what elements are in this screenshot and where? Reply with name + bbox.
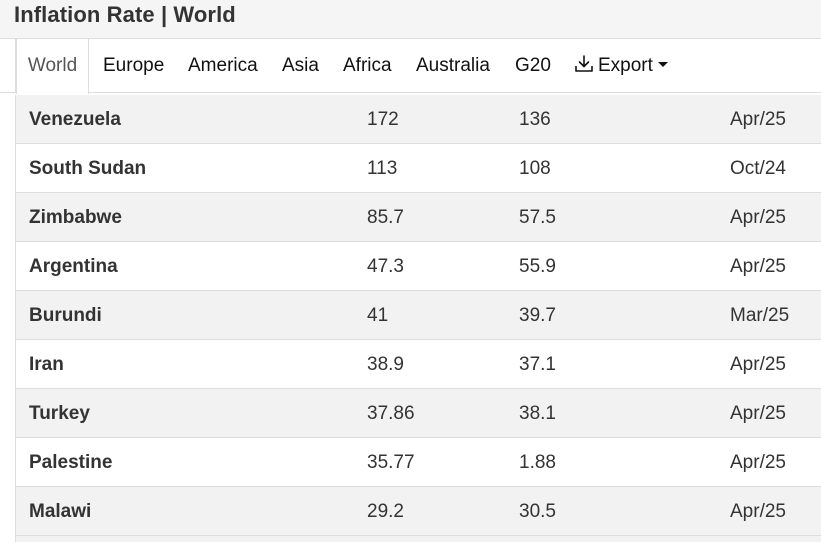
- previous-value: 39.7: [519, 305, 556, 326]
- download-icon: [574, 41, 594, 95]
- tab-america[interactable]: America: [188, 55, 258, 76]
- last-value: 41: [367, 305, 389, 326]
- table-row[interactable]: South Sudan 113 108 Oct/24: [15, 144, 821, 193]
- last-value: 85.7: [367, 207, 404, 228]
- reference-date: Apr/25: [730, 109, 786, 130]
- caret-down-icon: [657, 62, 668, 67]
- country-name[interactable]: Turkey: [29, 403, 90, 424]
- tab-world[interactable]: World: [16, 39, 89, 94]
- next-row-partial: [15, 536, 821, 542]
- previous-value: 108: [519, 158, 551, 179]
- last-value: 35.77: [367, 452, 415, 473]
- country-name[interactable]: Malawi: [29, 501, 92, 522]
- table-row[interactable]: Malawi 29.2 30.5 Apr/25: [15, 487, 821, 536]
- reference-date: Apr/25: [730, 501, 786, 522]
- table-row[interactable]: Venezuela 172 136 Apr/25: [15, 95, 821, 144]
- country-name[interactable]: Zimbabwe: [29, 207, 122, 228]
- table-row[interactable]: Zimbabwe 85.7 57.5 Apr/25: [15, 193, 821, 242]
- tab-asia[interactable]: Asia: [282, 55, 319, 76]
- export-button[interactable]: Export: [574, 39, 668, 93]
- country-name[interactable]: Iran: [29, 354, 64, 375]
- inflation-table: Venezuela 172 136 Apr/25 South Sudan 113…: [15, 95, 821, 536]
- title-bar: Inflation Rate | World: [0, 0, 821, 39]
- previous-value: 136: [519, 109, 551, 130]
- last-value: 38.9: [367, 354, 404, 375]
- country-name[interactable]: Argentina: [29, 256, 118, 277]
- last-value: 172: [367, 109, 399, 130]
- reference-date: Oct/24: [730, 158, 786, 179]
- previous-value: 57.5: [519, 207, 556, 228]
- last-value: 37.86: [367, 403, 415, 424]
- country-name[interactable]: Venezuela: [29, 109, 121, 130]
- reference-date: Mar/25: [730, 305, 790, 326]
- previous-value: 37.1: [519, 354, 556, 375]
- table-row[interactable]: Argentina 47.3 55.9 Apr/25: [15, 242, 821, 291]
- last-value: 29.2: [367, 501, 404, 522]
- reference-date: Apr/25: [730, 452, 786, 473]
- reference-date: Apr/25: [730, 354, 786, 375]
- previous-value: 38.1: [519, 403, 556, 424]
- tab-africa[interactable]: Africa: [343, 55, 392, 76]
- table-row[interactable]: Turkey 37.86 38.1 Apr/25: [15, 389, 821, 438]
- reference-date: Apr/25: [730, 256, 786, 277]
- reference-date: Apr/25: [730, 403, 786, 424]
- table-row[interactable]: Burundi 41 39.7 Mar/25: [15, 291, 821, 340]
- table-row[interactable]: Palestine 35.77 1.88 Apr/25: [15, 438, 821, 487]
- page-title: Inflation Rate | World: [14, 2, 236, 27]
- table-row[interactable]: Iran 38.9 37.1 Apr/25: [15, 340, 821, 389]
- country-name[interactable]: Burundi: [29, 305, 102, 326]
- previous-value: 1.88: [519, 452, 556, 473]
- reference-date: Apr/25: [730, 207, 786, 228]
- previous-value: 55.9: [519, 256, 556, 277]
- last-value: 113: [367, 158, 398, 179]
- tab-europe[interactable]: Europe: [103, 55, 165, 76]
- country-name[interactable]: Palestine: [29, 452, 113, 473]
- last-value: 47.3: [367, 256, 404, 277]
- tab-australia[interactable]: Australia: [416, 55, 490, 76]
- region-tabs: World Europe America Asia Africa Austral…: [0, 39, 821, 94]
- tab-g20[interactable]: G20: [515, 55, 551, 76]
- country-name[interactable]: South Sudan: [29, 158, 147, 179]
- export-label: Export: [598, 55, 653, 76]
- tabs-divider: [15, 39, 16, 93]
- previous-value: 30.5: [519, 501, 556, 522]
